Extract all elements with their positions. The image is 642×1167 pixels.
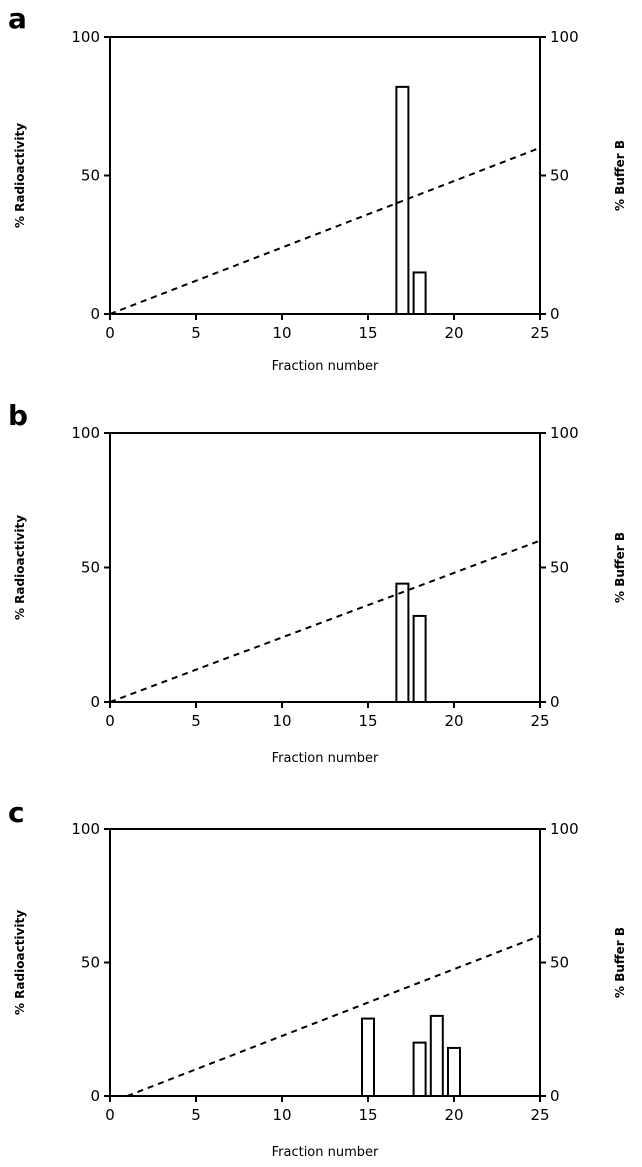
y2-tick-label: 100 — [550, 424, 579, 442]
x-tick-label: 0 — [105, 712, 115, 730]
y2-tick-label: 0 — [550, 1087, 560, 1105]
panel-letter: b — [8, 399, 28, 432]
x-tick-label: 10 — [272, 1106, 291, 1124]
y-tick-label: 100 — [71, 28, 100, 46]
y-axis-title: % Radioactivity — [13, 515, 27, 620]
y-axis-title: % Radioactivity — [13, 910, 27, 1015]
x-tick-label: 20 — [444, 324, 463, 342]
y2-tick-label: 50 — [550, 954, 569, 972]
y2-axis-title: % Buffer B — [613, 140, 627, 211]
x-axis-title: Fraction number — [272, 359, 379, 374]
y2-tick-label: 100 — [550, 28, 579, 46]
x-tick-label: 25 — [530, 1106, 549, 1124]
buffer-b-gradient-line — [109, 539, 541, 703]
panel-letter: a — [8, 2, 27, 35]
bar-fraction-15 — [361, 1017, 375, 1098]
y-tick-label: 50 — [81, 167, 100, 185]
x-axis-title: Fraction number — [272, 751, 379, 766]
y-tick-label: 0 — [90, 305, 100, 323]
x-tick-label: 5 — [191, 1106, 201, 1124]
x-tick-label: 0 — [105, 1106, 115, 1124]
plot-frame — [109, 36, 541, 315]
x-tick-label: 15 — [358, 712, 377, 730]
x-tick-label: 20 — [444, 712, 463, 730]
x-tick-label: 20 — [444, 1106, 463, 1124]
y-tick-label: 0 — [90, 693, 100, 711]
x-tick-label: 10 — [272, 324, 291, 342]
y-axis-title: % Radioactivity — [13, 123, 27, 228]
bar-fraction-17 — [395, 582, 410, 704]
y2-tick-label: 100 — [550, 820, 579, 838]
y2-tick-label: 50 — [550, 167, 569, 185]
x-tick-label: 25 — [530, 712, 549, 730]
y2-axis-title: % Buffer B — [613, 927, 627, 998]
x-tick-label: 15 — [358, 324, 377, 342]
y2-tick-label: 0 — [550, 305, 560, 323]
y2-axis-title: % Buffer B — [613, 532, 627, 603]
bar-fraction-18 — [412, 271, 427, 316]
x-tick-label: 0 — [105, 324, 115, 342]
y2-tick-label: 50 — [550, 559, 569, 577]
y-tick-label: 50 — [81, 954, 100, 972]
bar-fraction-18 — [412, 614, 427, 703]
x-tick-label: 25 — [530, 324, 549, 342]
plot-frame — [109, 828, 541, 1097]
y-tick-label: 100 — [71, 820, 100, 838]
x-tick-label: 15 — [358, 1106, 377, 1124]
x-axis-title: Fraction number — [272, 1145, 379, 1160]
bar-fraction-20 — [447, 1046, 461, 1097]
y-tick-label: 0 — [90, 1087, 100, 1105]
plot-frame — [109, 432, 541, 703]
y-tick-label: 100 — [71, 424, 100, 442]
buffer-b-gradient-line — [109, 146, 541, 315]
y2-tick-label: 0 — [550, 693, 560, 711]
buffer-b-gradient-line — [126, 934, 541, 1097]
y-tick-label: 50 — [81, 559, 100, 577]
x-tick-label: 5 — [191, 324, 201, 342]
x-tick-label: 10 — [272, 712, 291, 730]
x-tick-label: 5 — [191, 712, 201, 730]
bar-fraction-19 — [429, 1014, 444, 1098]
bar-fraction-18 — [412, 1041, 427, 1097]
panel-letter: c — [8, 796, 25, 829]
